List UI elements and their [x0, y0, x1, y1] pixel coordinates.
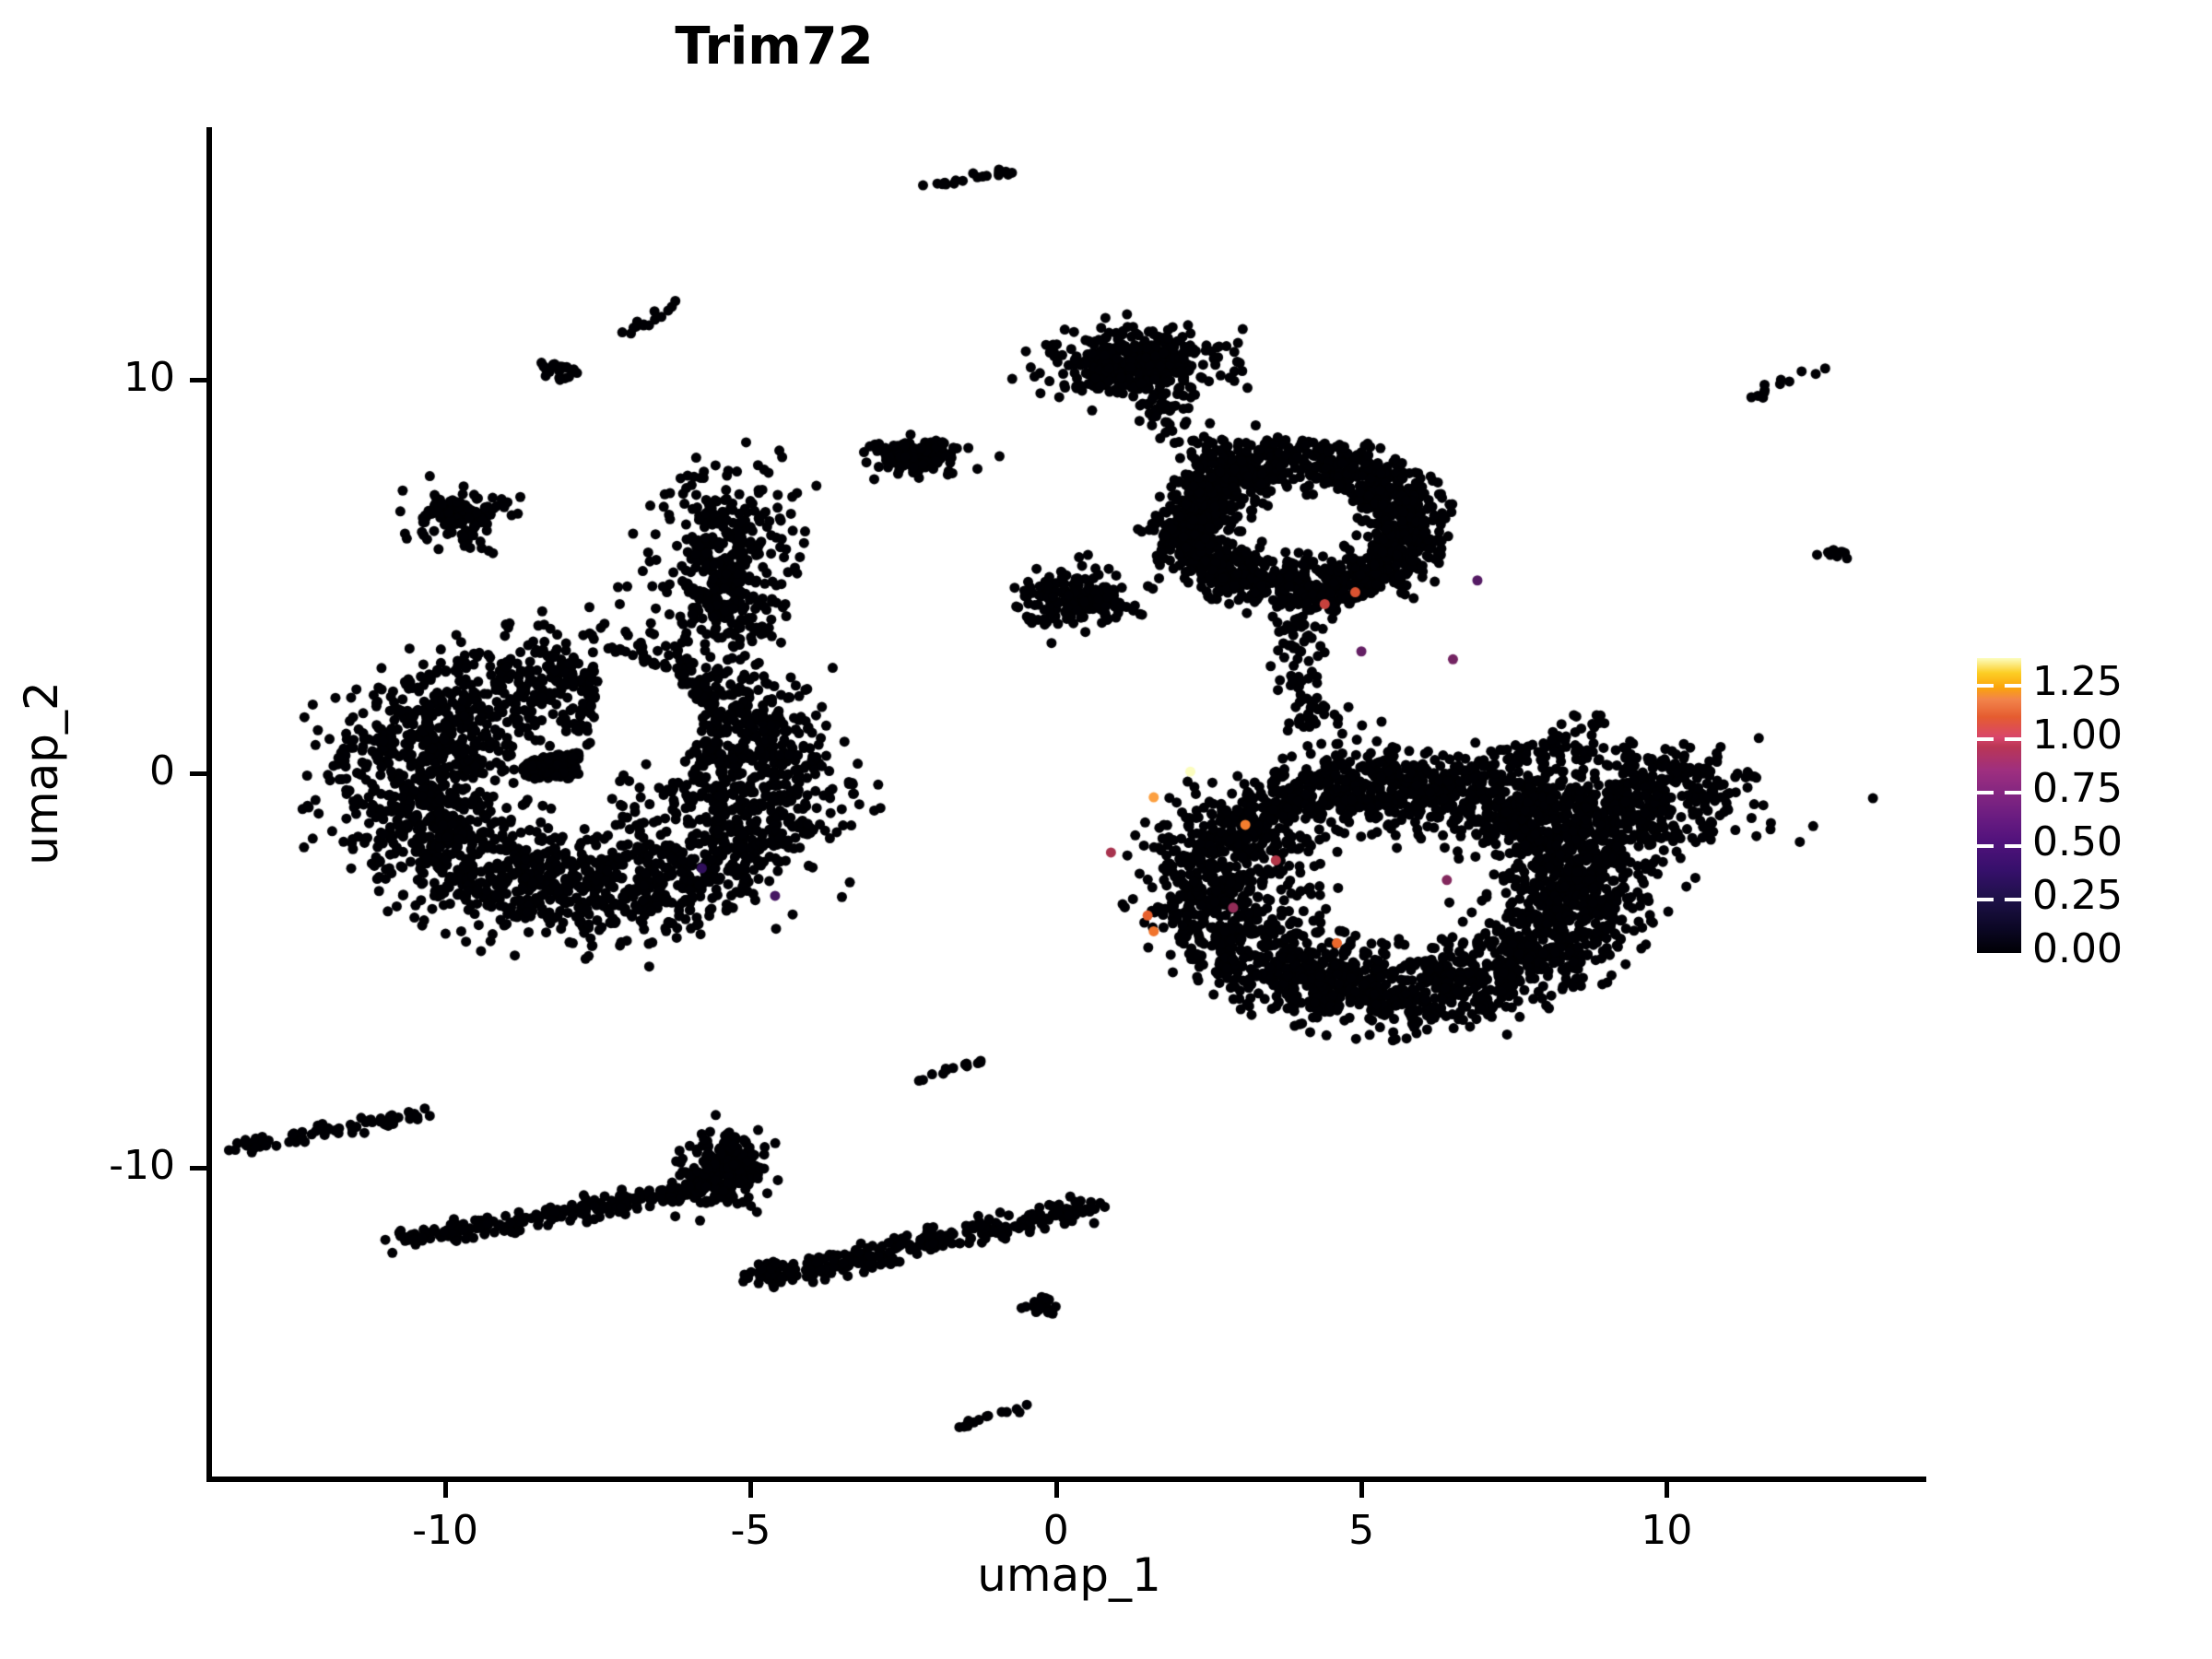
plot-area [210, 129, 1926, 1479]
x-tick-label: 10 [1641, 1507, 1693, 1554]
y-tick-label: 10 [124, 353, 175, 401]
y-tick-label: -10 [109, 1142, 175, 1190]
x-tick-label: 5 [1348, 1507, 1375, 1554]
colorbar-tick-label: 0.75 [2032, 765, 2123, 813]
colorbar-tick-mark [1977, 898, 1994, 902]
colorbar-tick-mark [1977, 791, 1994, 795]
x-tick [748, 1481, 754, 1498]
colorbar-tick-label: 0.25 [2032, 872, 2123, 920]
x-axis-spine [206, 1477, 1926, 1482]
colorbar-tick-mark [1977, 684, 1994, 688]
colorbar-tick-mark [2005, 737, 2021, 742]
y-tick [190, 771, 206, 777]
colorbar-tick-mark [2005, 684, 2021, 688]
colorbar: 1.25 1.00 0.75 0.50 0.25 0.00 [1977, 658, 2123, 972]
x-tick-label: 0 [1042, 1507, 1069, 1554]
y-tick-label: 0 [149, 747, 175, 795]
colorbar-tick-label: 1.00 [2032, 712, 2123, 759]
x-tick-label: -5 [730, 1507, 771, 1554]
x-tick [1359, 1481, 1365, 1498]
colorbar-tick-label: 0.50 [2032, 818, 2123, 866]
colorbar-tick-mark [1977, 844, 1994, 849]
x-tick [1053, 1481, 1059, 1498]
y-tick [190, 377, 206, 382]
colorbar-tick-mark [2005, 844, 2021, 849]
colorbar-tick-mark [2005, 791, 2021, 795]
scatter-canvas [210, 129, 1926, 1479]
colorbar-gradient [1977, 658, 2021, 953]
x-tick [443, 1481, 449, 1498]
page-title: Trim72 [675, 17, 874, 76]
colorbar-tick-mark [2005, 898, 2021, 902]
colorbar-tick-label: 1.25 [2032, 658, 2123, 706]
x-axis-title: umap_1 [977, 1548, 1161, 1602]
y-axis-spine [206, 127, 212, 1482]
x-tick-label: -10 [412, 1507, 479, 1554]
y-axis-title: umap_2 [15, 681, 68, 865]
y-tick [190, 1166, 206, 1171]
colorbar-tick-mark [1977, 737, 1994, 742]
x-tick [1665, 1481, 1670, 1498]
colorbar-tick-label: 0.00 [2032, 925, 2123, 972]
